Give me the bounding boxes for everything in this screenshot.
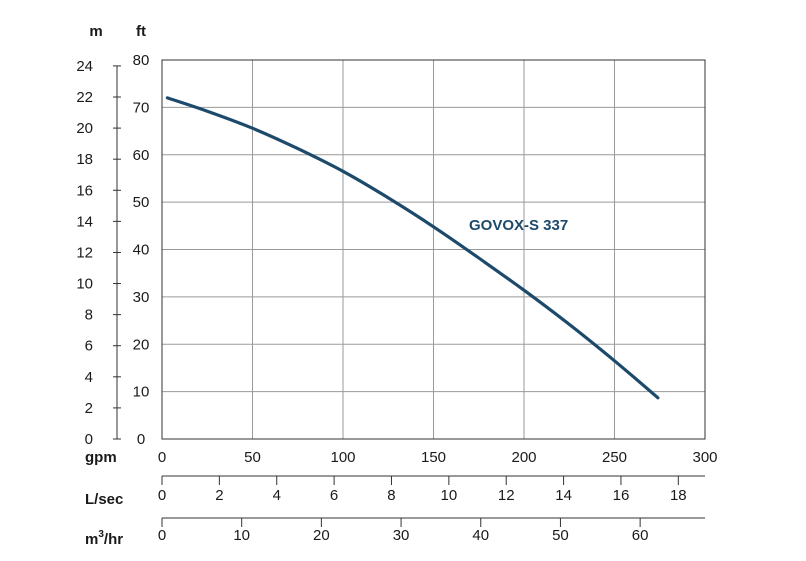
x-m3hr-tick-label: 40: [472, 527, 489, 544]
x-axis-m3hr-unit-sup: 3: [98, 529, 104, 540]
x-m3hr-tick-label: 10: [233, 527, 250, 544]
x-axes: 0 50 100 150 200 250 300 0 2 4 6 8 10 12 14 16 18 0 10 20 30…: [158, 449, 718, 544]
y-ft-tick-label: 50: [133, 194, 150, 211]
y-m-tick-label: 0: [85, 431, 93, 448]
y-m-tick-label: 14: [76, 213, 93, 230]
series-line-0: [165, 96, 660, 400]
y-m-tick-label: 6: [85, 338, 93, 355]
y-ft-tick-label: 30: [133, 289, 150, 306]
y-m-tick-label: 2: [85, 400, 93, 417]
y-m-tick-label: 20: [76, 120, 93, 137]
x-gpm-tick-label: 100: [330, 449, 355, 466]
y-m-tick-label: 8: [85, 307, 93, 324]
x-gpm-tick-label: 200: [511, 449, 536, 466]
y-ft-tick-label: 70: [133, 99, 150, 116]
x-lsec-tick-label: 14: [555, 487, 572, 504]
x-m3hr-tick-label: 50: [552, 527, 569, 544]
x-gpm-tick-label: 0: [158, 449, 166, 466]
y-m-tick-label: 22: [76, 89, 93, 106]
y-ft-tick-label: 40: [133, 242, 150, 259]
y-m-tick-label: 18: [76, 151, 93, 168]
x-lsec-tick-label: 16: [613, 487, 630, 504]
x-gpm-tick-label: 250: [602, 449, 627, 466]
y-axis-m-unit-label: m: [89, 23, 102, 40]
y-m-tick-label: 12: [76, 244, 93, 261]
y-m-tick-label: 10: [76, 276, 93, 293]
x-gpm-tick-label: 50: [244, 449, 261, 466]
x-m3hr-tick-label: 30: [393, 527, 410, 544]
x-lsec-tick-label: 8: [387, 487, 395, 504]
y-ft-tick-label: 60: [133, 147, 150, 164]
x-m3hr-tick-label: 60: [632, 527, 649, 544]
x-lsec-tick-label: 10: [441, 487, 458, 504]
y-ft-tick-label: 20: [133, 336, 150, 353]
y-m-tick-label: 16: [76, 182, 93, 199]
x-lsec-tick-label: 2: [215, 487, 223, 504]
x-lsec-tick-label: 12: [498, 487, 515, 504]
plot-grid: [162, 60, 705, 439]
x-m3hr-tick-label: 0: [158, 527, 166, 544]
y-m-tick-label: 24: [76, 58, 93, 75]
x-lsec-tick-label: 18: [670, 487, 687, 504]
y-m-tick-label: 4: [85, 369, 93, 386]
series-label-govox-s-337: GOVOX-S 337: [469, 217, 568, 234]
x-axis-gpm-unit-label: gpm: [85, 449, 117, 466]
x-lsec-tick-label: 6: [330, 487, 338, 504]
x-lsec-tick-label: 0: [158, 487, 166, 504]
series-layer: [165, 96, 660, 400]
y-ft-tick-label: 10: [133, 384, 150, 401]
x-m3hr-tick-label: 20: [313, 527, 330, 544]
x-axis-m3hr-unit-tail: /hr: [104, 531, 123, 548]
y-ft-tick-label: 80: [133, 52, 150, 69]
x-axis-m3hr-unit-main: m: [85, 531, 98, 548]
x-gpm-tick-label: 300: [692, 449, 717, 466]
x-axis-m3hr-unit-label: m3/hr: [85, 529, 123, 548]
x-gpm-tick-label: 150: [421, 449, 446, 466]
x-lsec-tick-label: 4: [273, 487, 281, 504]
y-ft-tick-label: 0: [137, 431, 145, 448]
y-axis-ft-unit-label: ft: [136, 23, 146, 40]
x-axis-lsec-unit-label: L/sec: [85, 491, 123, 508]
plot-frame: [161, 59, 706, 440]
